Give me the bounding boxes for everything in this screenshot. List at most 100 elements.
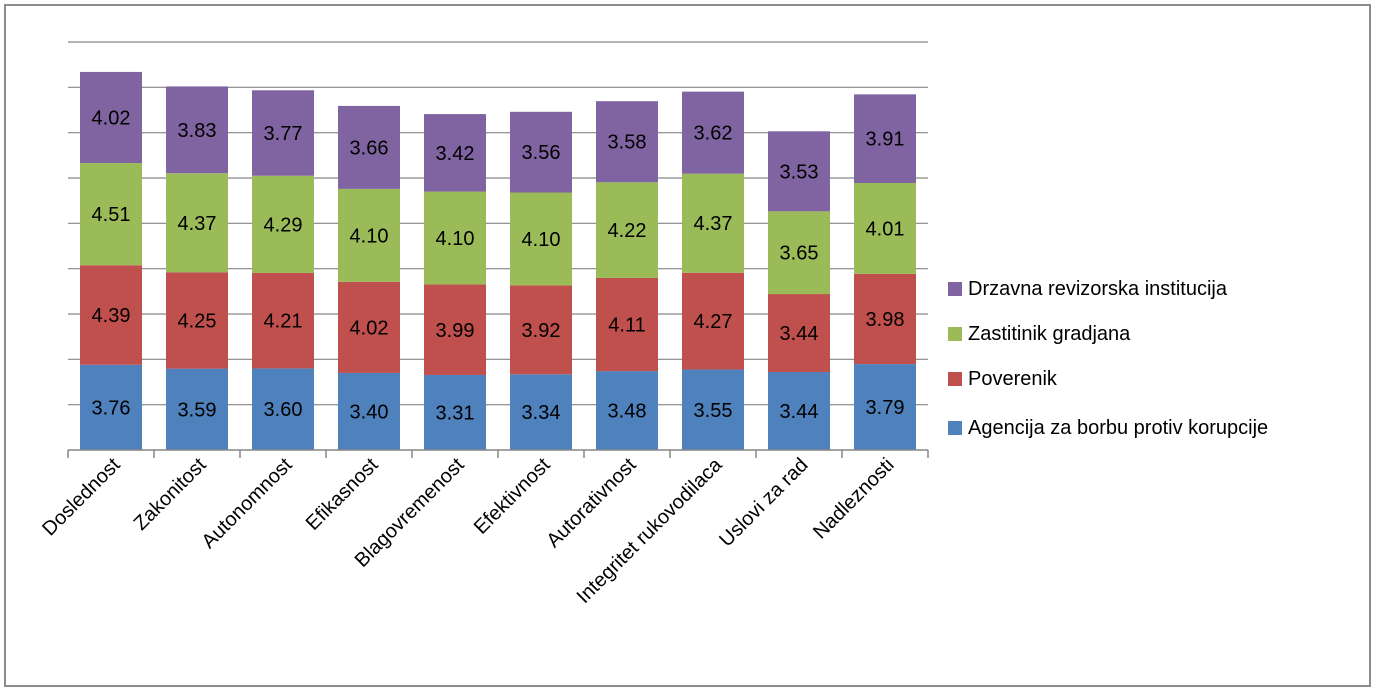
legend-item: Zastitinik gradjana xyxy=(948,323,1130,345)
bar-segment xyxy=(596,371,658,450)
bar-segment xyxy=(166,272,228,369)
data-label: 3.83 xyxy=(178,120,217,142)
data-label: 4.22 xyxy=(608,220,647,242)
x-tick-label: Uslovi za rad xyxy=(715,454,812,551)
data-label: 4.27 xyxy=(694,311,733,333)
bar-segment xyxy=(166,368,228,450)
x-tick-label: Efektivnost xyxy=(470,454,555,539)
bar-segment xyxy=(80,364,142,450)
bar-segment xyxy=(338,105,400,189)
x-tick-label: Zakonitost xyxy=(130,454,211,535)
data-label: 3.92 xyxy=(522,320,561,342)
bar-segment xyxy=(252,272,314,369)
bar-segment xyxy=(682,369,744,450)
bar-segment xyxy=(768,211,830,295)
bar-segment xyxy=(338,372,400,450)
data-label: 3.99 xyxy=(436,320,475,342)
data-label: 3.44 xyxy=(780,323,819,345)
bar-segment xyxy=(854,94,916,183)
data-label: 3.34 xyxy=(522,402,561,424)
bar-segment xyxy=(854,182,916,274)
legend-label: Poverenik xyxy=(968,367,1057,390)
bar-segment xyxy=(424,114,486,192)
bar-segment xyxy=(768,294,830,373)
legend-item: Agencija za borbu protiv korupcije xyxy=(948,417,1268,439)
data-label: 3.42 xyxy=(436,143,475,165)
data-label: 3.62 xyxy=(694,123,733,145)
bar-segment xyxy=(510,374,572,450)
bar-segment xyxy=(80,163,142,266)
legend-label: Agencija za borbu protiv korupcije xyxy=(968,416,1269,439)
data-label: 3.55 xyxy=(694,400,733,422)
data-label: 3.59 xyxy=(178,399,217,421)
bar-segment xyxy=(596,101,658,183)
data-labels: 3.76 4.39 4.51 4.02 3.59 4.25 4.37 3.83 3.60 4.21… xyxy=(92,107,905,424)
bar-segment xyxy=(252,175,314,273)
data-label: 3.58 xyxy=(608,132,647,154)
data-label: 4.39 xyxy=(92,305,131,327)
legend-item: Poverenik xyxy=(948,368,1057,390)
bar-segment xyxy=(682,91,744,174)
data-label: 3.77 xyxy=(264,123,303,145)
data-label: 3.98 xyxy=(866,309,905,331)
bar-segment xyxy=(424,191,486,285)
bar-segment xyxy=(80,265,142,365)
data-label: 4.10 xyxy=(350,225,389,247)
legend-swatch xyxy=(948,327,962,341)
data-label: 3.66 xyxy=(350,137,389,159)
bar-segment xyxy=(424,284,486,375)
bar-segment xyxy=(682,272,744,370)
data-label: 3.44 xyxy=(780,401,819,423)
data-label: 4.10 xyxy=(522,229,561,251)
bars xyxy=(80,71,916,450)
x-tick-label: Doslednost xyxy=(38,454,125,541)
legend-label: Drzavna revizorska institucija xyxy=(968,277,1227,300)
legend-label: Zastitinik gradjana xyxy=(968,322,1131,345)
data-label: 4.37 xyxy=(178,213,217,235)
legend-swatch xyxy=(948,372,962,386)
data-label: 4.11 xyxy=(608,315,645,337)
data-label: 3.40 xyxy=(350,401,389,423)
bar-segment xyxy=(252,90,314,176)
data-label: 4.21 xyxy=(264,311,303,333)
bar-segment xyxy=(166,173,228,273)
legend-swatch xyxy=(948,421,962,435)
data-label: 3.76 xyxy=(92,397,131,419)
bar-segment xyxy=(80,71,142,164)
data-label: 3.56 xyxy=(522,142,561,164)
data-label: 4.02 xyxy=(92,107,131,129)
bar-segment xyxy=(510,285,572,375)
bar-segment xyxy=(768,372,830,450)
bar-segment xyxy=(510,111,572,193)
bar-segment xyxy=(252,368,314,450)
data-label: 4.10 xyxy=(436,228,475,250)
data-label: 3.79 xyxy=(866,397,905,419)
bar-segment xyxy=(596,277,658,372)
bar-segment xyxy=(596,182,658,278)
data-label: 4.29 xyxy=(264,214,303,236)
data-label: 3.91 xyxy=(866,129,905,151)
x-tick-label: Autonomnost xyxy=(198,454,297,553)
bar-segment xyxy=(682,173,744,273)
x-tick-label: Autorativnost xyxy=(542,454,640,552)
bar-segment xyxy=(166,86,228,174)
x-tick-label: Efikasnost xyxy=(302,454,383,535)
bar-segment xyxy=(768,131,830,212)
bar-segment xyxy=(338,281,400,373)
bar-segment xyxy=(510,192,572,286)
bar-segment xyxy=(854,273,916,365)
bar-segment xyxy=(854,364,916,450)
data-label: 4.51 xyxy=(92,204,131,226)
data-label: 3.48 xyxy=(608,401,647,423)
legend-swatch xyxy=(948,282,962,296)
data-label: 4.01 xyxy=(866,218,905,240)
data-label: 3.60 xyxy=(264,399,303,421)
data-label: 4.37 xyxy=(694,213,733,235)
x-tick-label: Integritet rukovodilaca xyxy=(573,453,728,608)
legend-item: Drzavna revizorska institucija xyxy=(948,278,1227,300)
data-label: 4.25 xyxy=(178,310,217,332)
data-label: 3.31 xyxy=(436,402,475,424)
data-label: 3.65 xyxy=(780,243,819,265)
